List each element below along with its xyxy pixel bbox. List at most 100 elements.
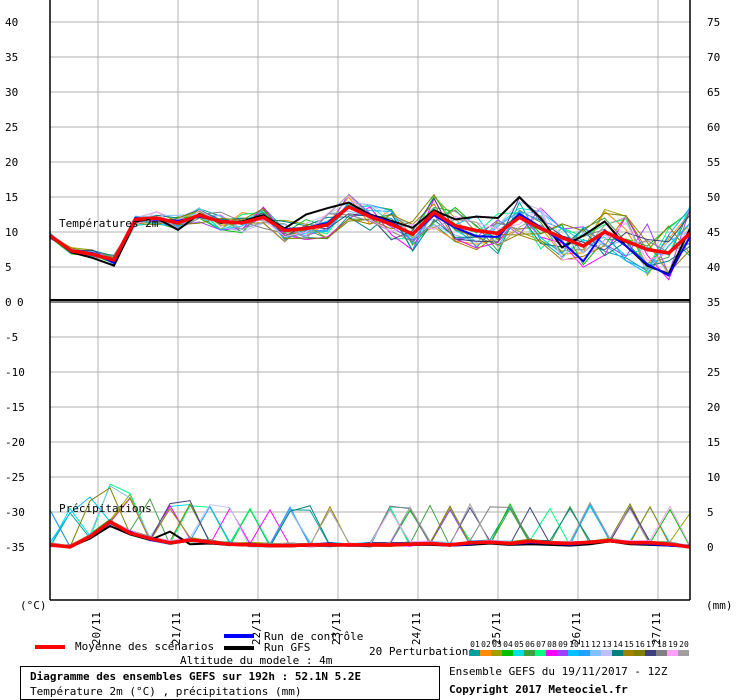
perturbation-swatch — [678, 650, 689, 656]
perturbation-line — [49, 204, 691, 275]
perturbation-swatch — [557, 650, 568, 656]
perturbation-swatch — [623, 650, 634, 656]
perturbation-swatch — [513, 650, 524, 656]
right-tick-label: 45 — [707, 226, 720, 239]
x-tick-label: 20/11 — [90, 612, 103, 645]
perturbation-swatch — [524, 650, 535, 656]
left-axis-unit: (°C) — [20, 599, 47, 612]
perturbation-line — [49, 209, 691, 267]
right-tick-label: 65 — [707, 86, 720, 99]
info-title: Diagramme des ensembles GEFS sur 192h : … — [30, 670, 362, 683]
perturbation-swatch — [645, 650, 656, 656]
perturbation-swatch — [656, 650, 667, 656]
right-tick-label: 50 — [707, 191, 720, 204]
right-tick-label: 15 — [707, 436, 720, 449]
right-tick-label: 0 — [707, 541, 714, 554]
perturbation-swatch — [491, 650, 502, 656]
copyright-label: Copyright 2017 Meteociel.fr — [449, 683, 628, 696]
perturbation-line — [49, 194, 691, 262]
perturbation-number: 18 — [657, 640, 667, 649]
perturbation-swatch — [502, 650, 513, 656]
perturbation-number: 04 — [503, 640, 513, 649]
perturbation-number: 16 — [635, 640, 645, 649]
perturbation-number: 09 — [558, 640, 568, 649]
x-tick-label: 24/11 — [410, 612, 423, 645]
right-tick-label: 70 — [707, 51, 720, 64]
perturbation-number: 13 — [602, 640, 612, 649]
left-tick-label: -10 — [5, 366, 25, 379]
right-tick-label: 55 — [707, 156, 720, 169]
control-legend-swatch — [224, 634, 254, 638]
perturbation-swatch — [667, 650, 678, 656]
temperature-series-line — [48, 204, 692, 263]
perturbation-number: 02 — [481, 640, 491, 649]
perturbation-number: 14 — [613, 640, 623, 649]
precipitation-series-line — [49, 519, 691, 549]
perturbation-swatch — [612, 650, 623, 656]
gfs-legend-label: Run GFS — [264, 641, 311, 654]
right-tick-label: 60 — [707, 121, 720, 134]
x-tick-label: 25/11 — [490, 612, 503, 645]
right-axis-unit: (mm) — [706, 599, 733, 612]
perturbation-line — [49, 202, 691, 274]
precipitation-panel-title: Précipitations — [59, 502, 152, 515]
perturbation-swatch — [480, 650, 491, 656]
perturbation-number: 12 — [591, 640, 601, 649]
left-tick-label: 20 — [5, 156, 18, 169]
perturbation-number: 19 — [668, 640, 678, 649]
perturbation-number: 01 — [470, 640, 480, 649]
left-tick-label: -30 — [5, 506, 25, 519]
x-tick-label: 23/11 — [330, 612, 343, 645]
perturbation-swatch — [469, 650, 480, 656]
perturbation-number: 11 — [580, 640, 590, 649]
left-tick-label: -20 — [5, 436, 25, 449]
perturbation-swatch — [634, 650, 645, 656]
perturbation-swatch — [579, 650, 590, 656]
control-legend-label: Run de contrôle — [264, 630, 364, 643]
perturbation-swatch — [546, 650, 557, 656]
left-tick-label: -5 — [5, 331, 18, 344]
left-tick-label: -35 — [5, 541, 25, 554]
altitude-label: Altitude du modele : 4m — [180, 654, 333, 667]
ensemble-run-label: Ensemble GEFS du 19/11/2017 - 12Z — [449, 665, 668, 678]
perturbation-number: 08 — [547, 640, 557, 649]
right-tick-label: 40 — [707, 261, 720, 274]
perturbation-number: 05 — [514, 640, 524, 649]
left-tick-label: 0 — [17, 296, 24, 309]
left-tick-label: -15 — [5, 401, 25, 414]
right-tick-label: 75 — [707, 16, 720, 29]
perturbation-number: 15 — [624, 640, 634, 649]
right-tick-label: 10 — [707, 471, 720, 484]
left-tick-label: -25 — [5, 471, 25, 484]
gfs-legend-swatch — [224, 646, 254, 650]
left-tick-label: 30 — [5, 86, 18, 99]
x-tick-label: 26/11 — [570, 612, 583, 645]
info-box: Diagramme des ensembles GEFS sur 192h : … — [20, 666, 440, 700]
left-tick-label: 40 — [5, 16, 18, 29]
right-tick-label: 25 — [707, 366, 720, 379]
x-tick-label: 21/11 — [170, 612, 183, 645]
perturbation-swatch — [601, 650, 612, 656]
perturbation-swatch — [535, 650, 546, 656]
mean-legend-label: Moyenne des scénarios — [75, 640, 215, 653]
perturbation-number: 17 — [646, 640, 656, 649]
right-tick-label: 5 — [707, 506, 714, 519]
x-tick-label: 27/11 — [650, 612, 663, 645]
left-tick-label: 15 — [5, 191, 18, 204]
right-tick-label: 35 — [707, 296, 720, 309]
right-tick-label: 30 — [707, 331, 720, 344]
left-tick-label: 10 — [5, 226, 18, 239]
perturbation-number: 07 — [536, 640, 546, 649]
perturbation-swatch — [590, 650, 601, 656]
perturbation-number: 03 — [492, 640, 502, 649]
left-tick-label: 0 — [5, 296, 12, 309]
mean-legend-swatch — [35, 645, 65, 649]
perturbations-label: 20 Perturbations — [369, 645, 475, 658]
left-tick-label: 25 — [5, 121, 18, 134]
perturbation-number: 10 — [569, 640, 579, 649]
left-tick-label: 35 — [5, 51, 18, 64]
perturbation-number: 06 — [525, 640, 535, 649]
left-tick-label: 5 — [5, 261, 12, 274]
x-tick-label: 22/11 — [250, 612, 263, 645]
